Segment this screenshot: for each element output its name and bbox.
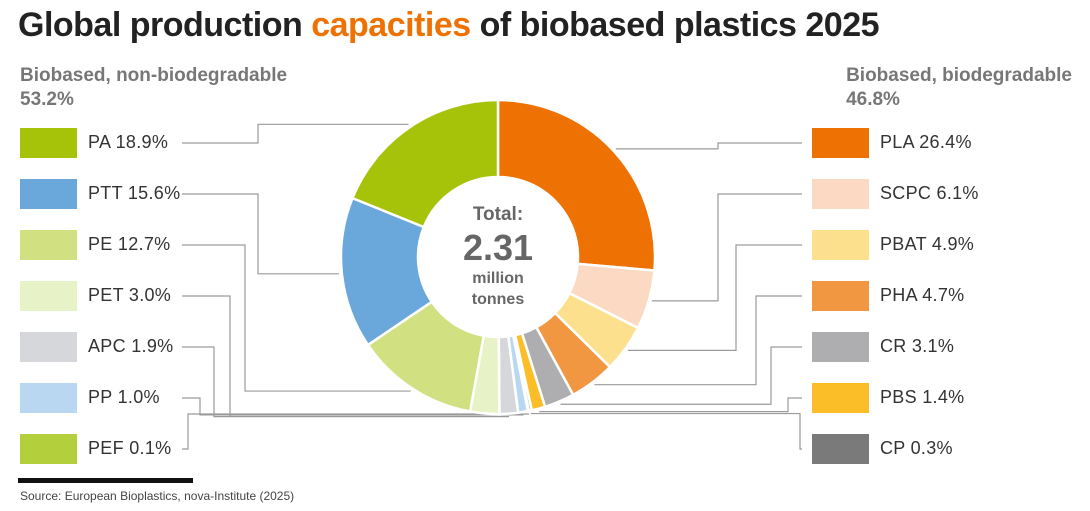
legend-swatch xyxy=(812,281,869,311)
source-note: Source: European Bioplastics, nova-Insti… xyxy=(20,489,295,503)
legend-label: PEF 0.1% xyxy=(88,438,172,458)
legend-swatch xyxy=(812,179,869,209)
leader-line-pha xyxy=(594,295,802,386)
leader-line-scpc xyxy=(651,193,802,302)
donut-slices xyxy=(339,98,657,416)
leader-lines xyxy=(182,123,802,450)
legend-swatch xyxy=(20,434,77,464)
center-total-label: Total: xyxy=(473,204,523,225)
title-highlight: capacities xyxy=(311,6,471,44)
slice-pla xyxy=(496,98,657,272)
legend-label: PA 18.9% xyxy=(88,132,169,152)
legend-swatch xyxy=(812,332,869,362)
leader-line-pef xyxy=(182,413,529,450)
leader-line-pa xyxy=(182,123,409,144)
legend-label: PP 1.0% xyxy=(88,387,160,407)
title-prefix: Global production xyxy=(18,6,312,44)
group-heading-biodegradable: Biobased, biodegradable 46.8% xyxy=(846,64,1072,112)
leader-line-pp xyxy=(182,397,524,416)
legend-swatch xyxy=(20,230,77,260)
legend-label: PET 3.0% xyxy=(88,285,172,305)
center-unit-line1: million xyxy=(472,270,524,287)
slice-pa xyxy=(350,98,500,229)
legend-swatch xyxy=(812,230,869,260)
legend-swatch xyxy=(812,383,869,413)
leader-line-ptt xyxy=(182,193,339,275)
leader-line-apc xyxy=(182,346,510,418)
group-share-non-biodegradable: 53.2% xyxy=(20,89,74,110)
leader-line-pe xyxy=(182,244,411,392)
legend-label: PE 12.7% xyxy=(88,234,171,254)
legend-swatch xyxy=(20,281,77,311)
leader-line-cr xyxy=(560,346,802,405)
legend-swatch xyxy=(20,383,77,413)
legend-swatch xyxy=(20,128,77,158)
legend-swatch xyxy=(812,128,869,158)
title-suffix: of biobased plastics 2025 xyxy=(470,6,880,44)
group-name-non-biodegradable: Biobased, non-biodegradable xyxy=(20,65,288,86)
center-unit-line2: tonnes xyxy=(472,291,525,308)
legend-label: PBAT 4.9% xyxy=(880,234,975,254)
legend-label: PTT 15.6% xyxy=(88,183,181,203)
legend-label: SCPC 6.1% xyxy=(880,183,979,203)
legend-label: CP 0.3% xyxy=(880,438,953,458)
legend-swatch xyxy=(20,179,77,209)
donut-center-label: Total: 2.31 million tonnes xyxy=(463,204,533,308)
leader-line-pla xyxy=(615,142,802,150)
center-total-value: 2.31 xyxy=(463,227,533,268)
source-rule xyxy=(18,478,193,483)
legend-swatch xyxy=(20,332,77,362)
legend-label: PLA 26.4% xyxy=(880,132,972,152)
leader-line-pbs xyxy=(539,397,802,413)
group-heading-non-biodegradable: Biobased, non-biodegradable 53.2% xyxy=(20,64,287,112)
leader-line-pbat xyxy=(627,244,802,351)
legend-label: PBS 1.4% xyxy=(880,387,965,407)
legend-label: PHA 4.7% xyxy=(880,285,965,305)
leader-line-cp xyxy=(530,412,802,450)
legend-label: CR 3.1% xyxy=(880,336,955,356)
group-name-biodegradable: Biobased, biodegradable xyxy=(846,65,1072,86)
legend-label: APC 1.9% xyxy=(88,336,174,356)
legend-swatch xyxy=(812,434,869,464)
group-share-biodegradable: 46.8% xyxy=(846,89,900,110)
chart-title: Global production capacities of biobased… xyxy=(18,6,880,45)
